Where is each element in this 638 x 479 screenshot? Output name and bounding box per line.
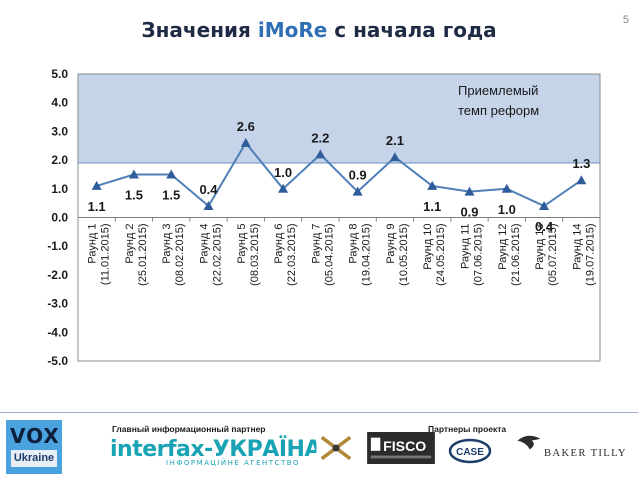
baker-tilly-logo: BAKER TILLY — [517, 435, 627, 459]
x-tick-label: Раунд 1(11.01.2015) — [87, 224, 112, 286]
y-tick-label: 3.0 — [51, 124, 68, 138]
y-tick-label: -5.0 — [47, 354, 68, 368]
y-tick-label: 1.0 — [51, 182, 68, 196]
data-label: 0.4 — [535, 219, 554, 234]
title-suffix: с начала года — [327, 18, 497, 42]
interfax-logo: interfax-УКРАЇНА ІНФОРМАЦІЙНЕ АГЕНТСТВО — [110, 437, 321, 467]
y-tick-label: 5.0 — [51, 67, 68, 81]
case-logo-text: CASE — [456, 447, 484, 458]
data-point-marker — [203, 201, 214, 211]
data-label: 2.1 — [386, 133, 404, 148]
data-point-marker — [315, 149, 326, 159]
series-line — [96, 141, 582, 208]
y-tick-label: 2.0 — [51, 153, 68, 167]
slide-title: Значения iMoRe с начала года — [0, 18, 638, 42]
data-label: 1.1 — [423, 199, 441, 214]
data-label: 2.6 — [237, 119, 255, 134]
dixi-group-logo — [316, 432, 356, 464]
vox-logo-subtext: Ukraine — [11, 450, 57, 467]
data-point-marker — [352, 186, 363, 196]
data-label: 1.0 — [498, 202, 516, 217]
data-point-marker — [464, 186, 475, 196]
data-label: 1.0 — [274, 165, 292, 180]
data-point-marker — [166, 169, 177, 179]
x-tick-label: Раунд 9(10.05.2015) — [385, 224, 410, 286]
y-tick-label: 4.0 — [51, 96, 68, 110]
imore-line-chart: 5.0 4.0 3.0 2.0 1.0 0.0 -1.0 -2.0 -3.0 -4.0 -5.0 Пр… — [47, 67, 601, 368]
x-tick-label: Раунд 12(21.06.2015) — [497, 224, 522, 286]
y-tick-label: -3.0 — [47, 297, 68, 311]
x-tick-label: Раунд 8(19.04.2015) — [348, 224, 373, 286]
data-point-marker — [389, 152, 400, 162]
y-tick-label: -2.0 — [47, 268, 68, 282]
y-tick-label: 0.0 — [51, 211, 68, 225]
footer-divider — [0, 412, 638, 413]
vox-logo-text: VOX — [10, 424, 60, 448]
partners-label: Партнеры проекта — [428, 424, 507, 434]
title-accent: iMoRe — [257, 18, 328, 42]
fisco-logo-text: FISCO — [383, 438, 426, 454]
data-label: 1.5 — [162, 187, 180, 202]
x-tick-label: Раунд 13(05.07.2015) — [534, 224, 559, 286]
page-number: 5 — [622, 14, 629, 26]
data-point-marker — [278, 183, 289, 193]
y-tick-label: -1.0 — [47, 239, 68, 253]
data-point-marker — [427, 180, 438, 190]
data-label: 0.9 — [460, 205, 478, 220]
data-label: 1.3 — [572, 156, 590, 171]
band-label-line1: Приемлемый — [458, 83, 538, 98]
x-tick-label: Раунд 3(08.02.2015) — [161, 224, 186, 286]
x-tick-label: Раунд 7(05.04.2015) — [310, 224, 335, 286]
case-logo: CASE — [448, 438, 492, 464]
vox-ukraine-logo: VOX Ukraine — [6, 420, 62, 474]
title-prefix: Значения — [141, 18, 258, 42]
data-label: 1.5 — [125, 187, 143, 202]
fisco-logo: FISCO — [367, 432, 435, 464]
data-label: 2.2 — [311, 130, 329, 145]
main-partner-label: Главный информационный партнер — [112, 424, 266, 434]
data-label: 0.4 — [199, 182, 218, 197]
interfax-logo-text: interfax-УКРАЇНА — [110, 437, 321, 462]
acceptable-band — [78, 74, 600, 163]
data-point-marker — [576, 175, 587, 185]
x-tick-label: Раунд 2(25.01.2015) — [124, 224, 149, 286]
interfax-logo-subtext: ІНФОРМАЦІЙНЕ АГЕНТСТВО — [166, 459, 301, 467]
data-point-marker — [128, 169, 139, 179]
band-label-line2: темп реформ — [458, 103, 539, 118]
x-tick-label: Раунд 4(22.02.2015) — [199, 224, 224, 286]
x-tick-label: Раунд 5(08.03.2015) — [236, 224, 261, 286]
x-tick-label: Раунд 11(07.06.2015) — [460, 224, 485, 286]
x-tick-label: Раунд 14(19.07.2015) — [571, 224, 596, 286]
data-label: 0.9 — [349, 168, 367, 183]
x-tick-label: Раунд 6(22.03.2015) — [273, 224, 298, 286]
data-label: 1.1 — [88, 199, 106, 214]
x-tick-label: Раунд 10(24.05.2015) — [422, 224, 447, 286]
data-point-marker — [539, 201, 550, 211]
data-point-marker — [501, 183, 512, 193]
data-point-marker — [240, 137, 251, 147]
baker-tilly-logo-text: BAKER TILLY — [544, 448, 627, 459]
data-point-marker — [91, 180, 102, 190]
y-tick-label: -4.0 — [47, 325, 68, 339]
